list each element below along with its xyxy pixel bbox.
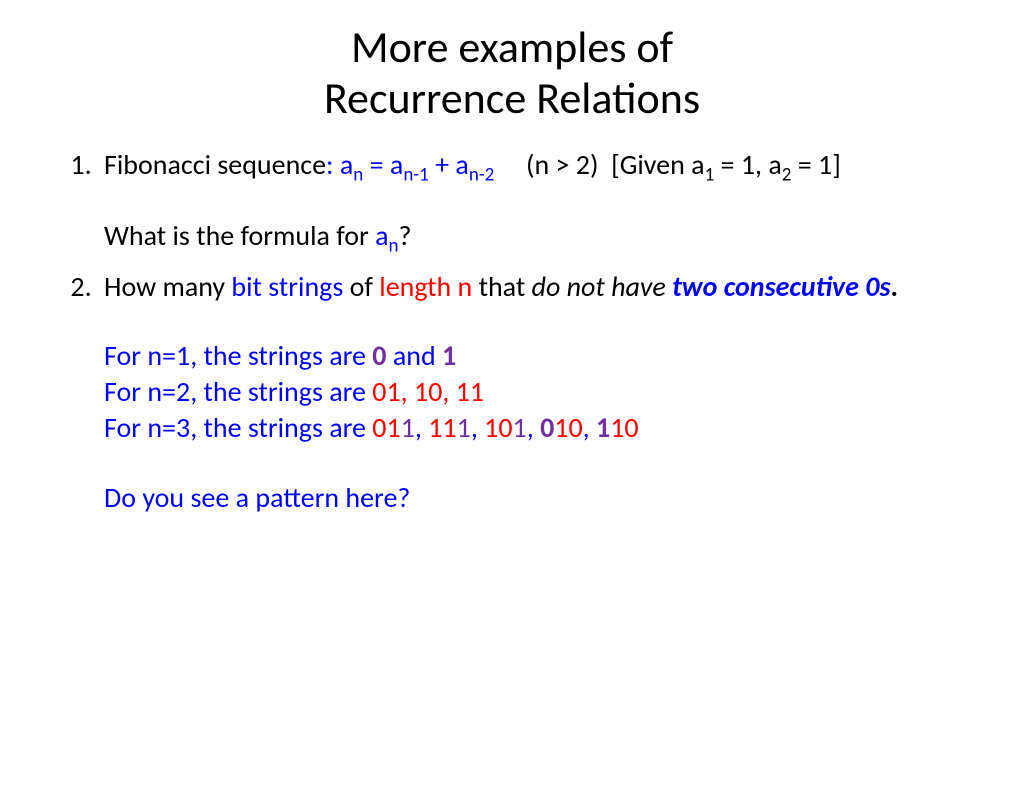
ex3-b1: 11 <box>428 410 456 445</box>
fib-cond: (n > 2) [Given a <box>526 147 705 182</box>
fib-cond-mid: = 1, a <box>714 147 782 182</box>
examples: For n=1, the strings are 0 and 1 For n=2… <box>104 338 984 445</box>
ex3-f2: 10 <box>610 410 638 445</box>
ex3-c3: , <box>527 410 540 445</box>
ex3-a1: 01 <box>372 410 400 445</box>
q-mark: ? <box>399 218 412 253</box>
ex3-c1: , <box>415 410 428 445</box>
title-line2: Recurrence Relations <box>324 71 700 125</box>
ex-n3: For n=3, the strings are 011, 111, 101, … <box>104 410 984 446</box>
ex3-e1: 0 <box>540 410 554 445</box>
slide-title: More examples of Recurrence Relations <box>0 22 1024 123</box>
fib-spacer <box>494 147 526 182</box>
i2-p2: bit strings <box>231 269 349 304</box>
i2-p5: that <box>479 269 532 304</box>
q-a: a <box>375 218 388 253</box>
ex1-v2: 1 <box>442 338 456 373</box>
fib-cond-sub1: 1 <box>705 164 715 187</box>
i2-p1: How many <box>104 269 231 304</box>
ex3-b2: 1 <box>457 410 471 445</box>
fib-sub-n1: n-1 <box>403 164 428 187</box>
fib-cond-end: = 1] <box>791 147 840 182</box>
ex1-and: and <box>387 338 443 373</box>
q-sub: n <box>389 235 399 258</box>
fib-sub-n: n <box>353 164 363 187</box>
fib-sub-n2: n-2 <box>469 164 494 187</box>
ex3-pre: For n=3, the strings are <box>104 410 372 445</box>
i2-p6: do not have <box>532 269 673 304</box>
ex3-e2: 10 <box>554 410 582 445</box>
ex3-a2: 1 <box>401 410 415 445</box>
pattern-question: Do you see a pattern here? <box>104 480 984 515</box>
ex3-c2: , <box>471 410 484 445</box>
fib-formula-prefix: : a <box>326 147 353 182</box>
ex3-d1: 10 <box>484 410 512 445</box>
fib-plus: + a <box>429 147 469 182</box>
item-1: Fibonacci sequence: an = an-1 + an-2 (n … <box>98 147 984 253</box>
q-pre: What is the formula for <box>104 218 375 253</box>
content-area: Fibonacci sequence: an = an-1 + an-2 (n … <box>0 147 1024 514</box>
fib-cond-sub2: 2 <box>782 164 792 187</box>
item1-question: What is the formula for an? <box>104 218 984 253</box>
fib-eq: = a <box>363 147 403 182</box>
i2-p7: two consecutive 0s <box>672 269 890 304</box>
i2-p4: length n <box>379 269 478 304</box>
slide: More examples of Recurrence Relations Fi… <box>0 22 1024 790</box>
fib-label: Fibonacci sequence <box>104 147 326 182</box>
ex1-pre: For n=1, the strings are <box>104 338 372 373</box>
title-line1: More examples of <box>351 20 673 74</box>
ex-n2: For n=2, the strings are 01, 10, 11 <box>104 374 984 410</box>
ex2-vals: 01, 10, 11 <box>372 374 484 409</box>
ex3-c4: , <box>583 410 596 445</box>
i2-p3: of <box>350 269 380 304</box>
ex2-pre: For n=2, the strings are <box>104 374 372 409</box>
ex3-f1: 1 <box>596 410 610 445</box>
ex1-v1: 0 <box>372 338 386 373</box>
ex3-d2: 1 <box>513 410 527 445</box>
numbered-list: Fibonacci sequence: an = an-1 + an-2 (n … <box>40 147 984 514</box>
ex-n1: For n=1, the strings are 0 and 1 <box>104 338 984 374</box>
i2-p8: . <box>891 269 898 304</box>
item-2: How many bit strings of length n that do… <box>98 269 984 514</box>
